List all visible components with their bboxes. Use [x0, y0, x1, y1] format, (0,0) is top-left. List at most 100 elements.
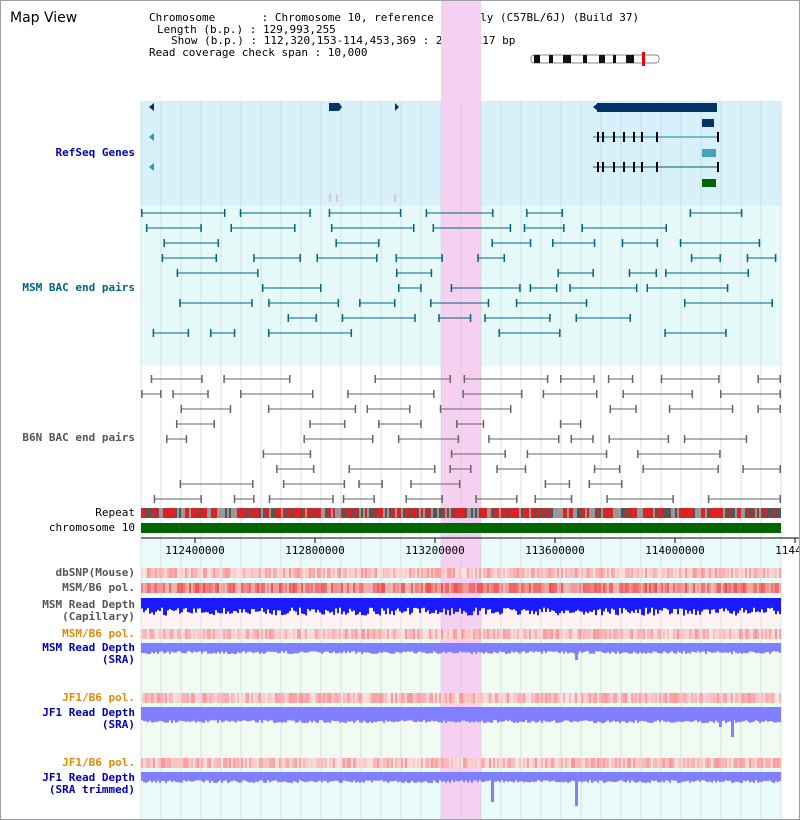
jf1-sra-depth-bar: [499, 707, 501, 722]
msm-sra-depth-bar: [655, 643, 657, 652]
polymorphism-cell: [701, 583, 703, 593]
repeat-segment: [599, 508, 601, 518]
polymorphism-cell: [409, 629, 411, 639]
repeat-segment: [331, 508, 333, 518]
msm-sra-depth-bar: [739, 643, 741, 653]
msm-sra-depth-bar: [177, 643, 179, 652]
capillary-depth-bar: [273, 598, 275, 611]
polymorphism-cell: [431, 758, 433, 768]
jf1-sra-depth-bar: [621, 707, 623, 722]
jf1-trimmed-depth-bar: [187, 772, 189, 781]
jf1-trimmed-depth-bar: [461, 772, 463, 781]
polymorphism-cell: [665, 758, 667, 768]
polymorphism-cell: [739, 583, 741, 593]
msm-sra-depth-bar: [659, 643, 661, 654]
capillary-depth-bar: [451, 598, 453, 609]
msm-sra-depth-bar: [587, 643, 589, 652]
capillary-depth-bar: [679, 598, 681, 609]
capillary-depth-bar: [333, 598, 335, 615]
jf1-trimmed-depth-bar: [759, 772, 761, 782]
polymorphism-cell: [647, 758, 649, 768]
repeat-segment: [461, 508, 463, 518]
polymorphism-cell: [691, 758, 693, 768]
jf1-trimmed-depth-bar: [481, 772, 483, 783]
jf1-sra-depth-bar: [547, 707, 549, 722]
repeat-segment: [457, 508, 459, 518]
label-msm-read-depth-capillary: MSM Read Depth (Capillary): [1, 599, 135, 623]
jf1-sra-depth-bar: [755, 707, 757, 721]
msm-bac-pair-end: [629, 314, 631, 322]
polymorphism-cell: [173, 693, 175, 703]
polymorphism-cell: [695, 568, 697, 578]
polymorphism-cell: [383, 583, 385, 593]
polymorphism-cell: [151, 758, 153, 768]
polymorphism-cell: [717, 693, 719, 703]
polymorphism-cell: [585, 629, 587, 639]
capillary-depth-bar: [511, 598, 513, 611]
polymorphism-cell: [695, 758, 697, 768]
polymorphism-cell: [713, 758, 715, 768]
jf1-trimmed-depth-bar: [571, 772, 573, 781]
jf1-sra-depth-bar: [343, 707, 345, 723]
polymorphism-cell: [351, 693, 353, 703]
polymorphism-cell: [405, 758, 407, 768]
polymorphism-cell: [677, 693, 679, 703]
polymorphism-cell: [311, 583, 313, 593]
polymorphism-cell: [393, 629, 395, 639]
msm-sra-depth-bar: [485, 643, 487, 652]
polymorphism-cell: [555, 583, 557, 593]
polymorphism-cell: [409, 758, 411, 768]
polymorphism-cell: [357, 693, 359, 703]
msm-bac-pair-end: [569, 284, 571, 292]
polymorphism-cell: [297, 693, 299, 703]
capillary-depth-bar: [237, 598, 239, 613]
jf1-sra-depth-bar: [225, 707, 227, 721]
capillary-depth-bar: [171, 598, 173, 611]
polymorphism-cell: [407, 629, 409, 639]
polymorphism-cell: [759, 629, 761, 639]
polymorphism-cell: [453, 758, 455, 768]
polymorphism-cell: [445, 629, 447, 639]
polymorphism-cell: [579, 568, 581, 578]
repeat-segment: [383, 508, 385, 518]
msm-sra-depth-bar: [417, 643, 419, 653]
b6n-bac-pair-end: [542, 390, 545, 398]
polymorphism-cell: [523, 583, 525, 593]
repeat-segment: [195, 508, 197, 518]
msm-sra-depth-bar: [423, 643, 425, 653]
b6n-bac-pair-end: [742, 465, 744, 473]
polymorphism-cell: [233, 758, 235, 768]
polymorphism-cell: [433, 758, 435, 768]
repeat-segment: [465, 508, 467, 518]
capillary-depth-bar: [347, 598, 349, 613]
polymorphism-cell: [207, 758, 209, 768]
polymorphism-cell: [623, 583, 625, 593]
polymorphism-cell: [151, 629, 153, 639]
msm-bac-pair-end: [430, 269, 433, 277]
polymorphism-cell: [769, 568, 771, 578]
capillary-depth-bar: [435, 598, 437, 611]
jf1-sra-depth-bar: [179, 707, 181, 721]
polymorphism-cell: [471, 629, 473, 639]
polymorphism-cell: [587, 629, 589, 639]
msm-sra-depth-bar: [549, 643, 551, 652]
ideogram-band: [599, 55, 605, 63]
repeat-segment: [405, 508, 407, 518]
polymorphism-cell: [647, 583, 649, 593]
polymorphism-cell: [143, 758, 145, 768]
capillary-depth-bar: [663, 598, 665, 609]
polymorphism-cell: [243, 758, 245, 768]
jf1-trimmed-depth-bar: [215, 772, 217, 784]
polymorphism-cell: [145, 693, 147, 703]
polymorphism-cell: [265, 568, 267, 578]
jf1-sra-depth-bar: [555, 707, 557, 723]
capillary-depth-bar: [377, 598, 379, 614]
capillary-depth-bar: [393, 598, 395, 616]
msm-sra-depth-bar: [413, 643, 415, 653]
capillary-depth-bar: [719, 598, 721, 609]
polymorphism-cell: [309, 583, 311, 593]
polymorphism-cell: [295, 629, 297, 639]
repeat-segment: [535, 508, 537, 518]
jf1-trimmed-depth-bar: [713, 772, 715, 781]
